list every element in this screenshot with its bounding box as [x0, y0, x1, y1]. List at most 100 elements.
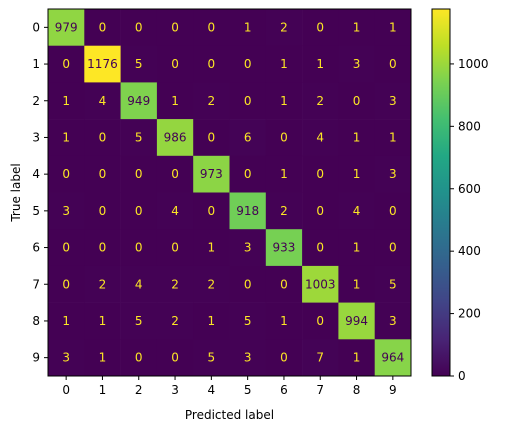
colorbar-tick-label: 0	[458, 369, 466, 383]
cell-value-label: 1	[62, 130, 70, 144]
heatmap-cell	[156, 229, 194, 267]
colorbar-tick-label: 200	[458, 307, 481, 321]
y-tick-label: 4	[32, 167, 40, 181]
heatmap-cell	[265, 119, 303, 157]
cell-value-label: 1	[316, 57, 324, 71]
cell-value-label: 0	[62, 277, 70, 291]
heatmap-cell	[48, 155, 85, 193]
cell-value-label: 933	[272, 241, 295, 255]
cell-value-label: 1	[353, 130, 361, 144]
heatmap-cell	[302, 302, 339, 340]
colorbar-tick-label: 600	[458, 182, 481, 196]
cell-value-label: 3	[62, 351, 70, 365]
cell-value-label: 0	[389, 241, 397, 255]
cell-value-label: 0	[316, 314, 324, 328]
cell-value-labels: 979 0 0 0 0 1 2 0 1 10 1176 5 0 0 0 1 1 3 01 4 949 1 2 0 1 2 0 31 0 5…	[55, 20, 405, 364]
heatmap-cell	[84, 265, 121, 303]
cell-value-label: 0	[99, 167, 107, 181]
cell-value-label: 0	[135, 167, 143, 181]
cell-value-label: 0	[316, 204, 324, 218]
cell-value-label: 2	[171, 314, 179, 328]
heatmap-cell	[48, 9, 85, 46]
x-tick-label: 4	[208, 383, 216, 397]
cell-value-label: 1	[389, 130, 397, 144]
heatmap-cell	[193, 82, 230, 120]
cell-value-label: 0	[135, 204, 143, 218]
cell-value-label: 0	[280, 130, 288, 144]
heatmap-cell	[338, 155, 375, 193]
cell-value-label: 3	[389, 314, 397, 328]
heatmap-cell	[229, 265, 267, 303]
heatmap-cell	[302, 339, 339, 377]
x-tick-label: 9	[389, 383, 397, 397]
cell-value-label: 5	[389, 277, 397, 291]
cell-value-label: 1	[389, 20, 397, 34]
cell-value-label: 0	[171, 351, 179, 365]
cell-value-label: 1	[280, 57, 288, 71]
colorbar-tick-label: 400	[458, 244, 481, 258]
cell-value-label: 964	[381, 351, 404, 365]
heatmap-cell	[156, 192, 194, 230]
cell-value-label: 6	[244, 130, 252, 144]
heatmap-cell	[84, 302, 121, 340]
heatmap-cell	[120, 339, 158, 377]
x-tick-label: 7	[316, 383, 324, 397]
heatmap-cell	[48, 119, 85, 157]
cell-value-label: 2	[280, 204, 288, 218]
cell-value-label: 1003	[305, 277, 336, 291]
plot-frame	[47, 8, 412, 377]
heatmap-cell	[229, 302, 267, 340]
heatmap-cell	[48, 339, 85, 377]
cell-value-label: 0	[135, 351, 143, 365]
cell-value-label: 0	[280, 277, 288, 291]
cell-value-label: 2	[208, 94, 216, 108]
cell-value-label: 2	[208, 277, 216, 291]
cell-value-label: 4	[316, 130, 324, 144]
cell-value-label: 1	[99, 314, 107, 328]
heatmap-cell	[302, 82, 339, 120]
colorbar-tick-label: 800	[458, 119, 481, 133]
heatmap-cell	[338, 265, 375, 303]
cell-value-label: 918	[236, 204, 259, 218]
heatmap-cell	[120, 45, 158, 83]
heatmap-cell	[265, 82, 303, 120]
heatmap-cell	[229, 9, 267, 46]
cell-value-label: 5	[135, 314, 143, 328]
heatmap-cell	[193, 45, 230, 83]
heatmap-cell	[84, 119, 121, 157]
cell-value-label: 1	[353, 20, 361, 34]
heatmap-cell	[265, 192, 303, 230]
heatmap-cell	[265, 155, 303, 193]
cell-value-label: 994	[345, 314, 368, 328]
cell-value-label: 2	[280, 20, 288, 34]
heatmap-cell	[156, 265, 194, 303]
x-tick-label: 2	[135, 383, 143, 397]
cell-value-label: 0	[62, 167, 70, 181]
cell-value-label: 0	[244, 277, 252, 291]
heatmap-cell	[120, 119, 158, 157]
heatmap-cell	[374, 45, 412, 83]
heatmap-cell	[338, 229, 375, 267]
heatmap-cell	[48, 229, 85, 267]
cell-value-label: 986	[164, 130, 187, 144]
heatmap-cell	[374, 339, 412, 377]
cell-value-label: 1176	[87, 57, 118, 71]
y-tick-label: 9	[32, 351, 40, 365]
heatmap-cell	[156, 119, 194, 157]
cell-value-label: 0	[316, 167, 324, 181]
heatmap-cell	[265, 339, 303, 377]
cell-value-label: 3	[62, 204, 70, 218]
cell-value-label: 0	[99, 20, 107, 34]
heatmap-cell	[374, 192, 412, 230]
heatmap-cell	[229, 339, 267, 377]
heatmap-cell	[84, 229, 121, 267]
x-axis-ticks: 0 1 2 3 4 5 6 7 8 9	[62, 376, 397, 397]
heatmap-cell	[374, 155, 412, 193]
cell-value-label: 4	[171, 204, 179, 218]
heatmap-cell	[229, 45, 267, 83]
heatmap-cell	[229, 82, 267, 120]
colorbar	[431, 8, 451, 377]
cell-value-label: 1	[353, 277, 361, 291]
x-tick-label: 8	[353, 383, 361, 397]
